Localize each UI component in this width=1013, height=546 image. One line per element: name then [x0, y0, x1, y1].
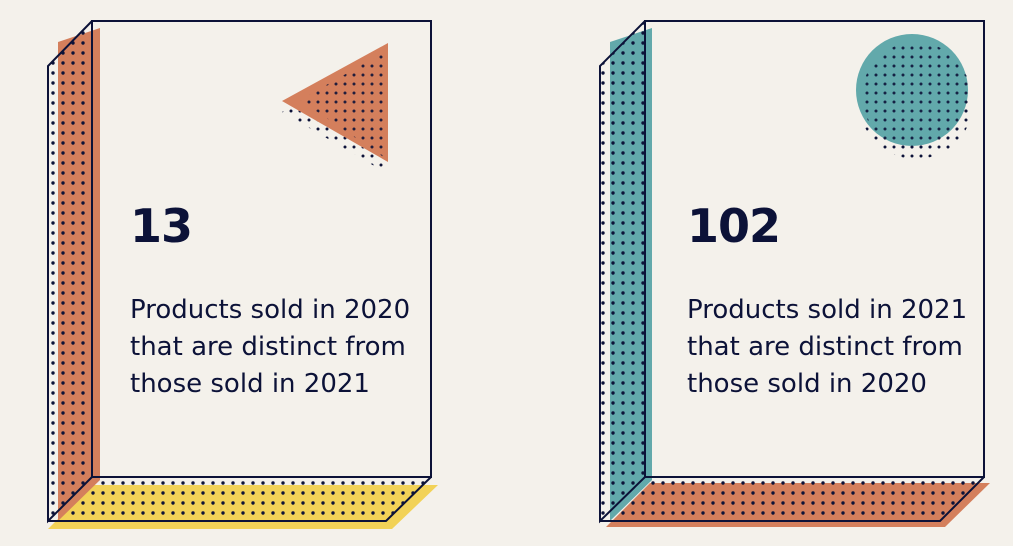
card-1-number: 13 — [130, 199, 193, 253]
card-2-side-dots — [600, 21, 645, 521]
card-1-outline — [47, 20, 432, 524]
card-2-outline — [599, 20, 985, 524]
card-2-circle-dots — [862, 42, 970, 150]
card-1 — [47, 20, 438, 529]
card-2-description: Products sold in 2021 that are distinct … — [687, 295, 968, 399]
card-2 — [599, 20, 990, 527]
card-2-bottom-dots — [600, 477, 984, 521]
card-2-number: 102 — [687, 199, 781, 253]
card-1-description: Products sold in 2020 that are distinct … — [130, 295, 411, 399]
card-1-bottom-dots — [48, 477, 432, 521]
card-1-side-dots — [48, 22, 92, 521]
card-1-triangle-dots — [300, 50, 388, 160]
